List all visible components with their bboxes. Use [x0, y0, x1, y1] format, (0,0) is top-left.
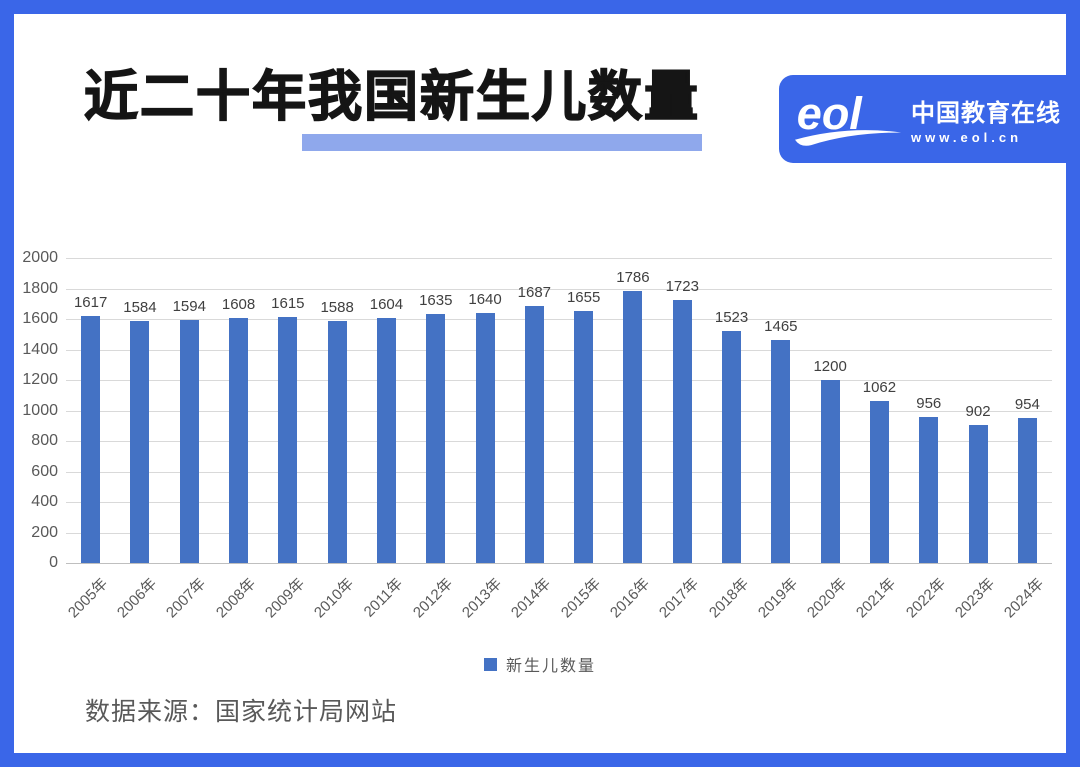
bar-2024年 — [1017, 417, 1037, 563]
legend-label: 新生儿数量 — [505, 658, 596, 675]
gridline-400 — [66, 502, 1052, 503]
bar-2009年 — [278, 316, 298, 563]
gridline-1200 — [66, 380, 1052, 381]
bar-2005年 — [81, 316, 101, 563]
bar-value-label-2023年: 902 — [965, 403, 991, 421]
bar-value-label-2015年: 1655 — [566, 288, 601, 306]
page-title: 近二十年我国新生儿数量 — [83, 66, 700, 128]
bar-value-label-2008年: 1608 — [221, 295, 256, 313]
svg-text:eol: eol — [797, 88, 864, 139]
gridline-1000 — [66, 410, 1052, 412]
y-tick-label-600: 600 — [31, 462, 58, 480]
bar-2011年 — [376, 318, 396, 563]
x-axis-line — [66, 563, 1052, 564]
y-tick-label-1600: 1600 — [22, 310, 58, 327]
bar-value-label-2006年: 1584 — [123, 299, 157, 317]
eol-logo-icon: eol — [795, 88, 902, 146]
bar-value-label-2012年: 1635 — [419, 291, 453, 309]
bar-value-label-2007年: 1594 — [172, 297, 206, 315]
bar-value-label-2017年: 1723 — [665, 278, 699, 296]
bar-2010年 — [327, 320, 347, 563]
chart-plot-area: 1617 2005年 1584 2006年 1594 2007年 1608 2008年 1615… — [65, 258, 1052, 621]
bar-2022年 — [919, 417, 939, 563]
gridline-2000 — [66, 258, 1052, 259]
gridline-600 — [66, 471, 1052, 473]
bar-2018年 — [722, 330, 742, 563]
gridline-800 — [66, 441, 1052, 442]
chart-legend: 新生儿数量 — [14, 652, 1066, 676]
bar-2007年 — [179, 319, 199, 563]
gridline-1800 — [66, 288, 1052, 290]
bar-value-label-2022年: 956 — [916, 395, 942, 413]
bar-2014年 — [524, 305, 544, 563]
logo-texts: 中国教育在线 www.eol.cn — [911, 93, 1061, 145]
title-highlight-bar — [302, 134, 702, 151]
bar-2008年 — [229, 317, 249, 563]
bar-2012年 — [426, 313, 446, 563]
bar-2016年 — [623, 290, 643, 563]
bar-2019年 — [771, 339, 791, 563]
eol-logo-badge: eol 中国教育在线 www.eol.cn — [779, 75, 1066, 163]
legend-swatch-icon — [483, 657, 497, 671]
bar-2006年 — [130, 321, 150, 563]
gridline-1600 — [66, 319, 1052, 320]
y-tick-label-800: 800 — [31, 432, 58, 449]
bar-2015年 — [574, 310, 594, 563]
bar-value-label-2014年: 1687 — [517, 283, 552, 301]
y-tick-label-200: 200 — [31, 523, 58, 541]
y-tick-label-2000: 2000 — [22, 249, 58, 266]
newborn-bar-chart: 1617 2005年 1584 2006年 1594 2007年 1608 2008年 1615… — [14, 14, 1066, 753]
bar-value-label-2016年: 1786 — [616, 268, 650, 286]
y-tick-label-400: 400 — [31, 493, 58, 510]
bar-value-label-2013年: 1640 — [468, 290, 502, 308]
y-tick-label-1000: 1000 — [22, 401, 58, 419]
data-source-note: 数据来源：国家统计局网站 — [85, 698, 398, 726]
bar-value-label-2018年: 1523 — [714, 308, 749, 326]
bar-value-label-2005年: 1617 — [73, 294, 108, 312]
poster-content: 近二十年我国新生儿数量 eol 中国教育在线 www.eol.cn 1617 20… — [14, 14, 1066, 753]
y-tick-label-1200: 1200 — [22, 371, 58, 388]
bar-value-label-2009年: 1615 — [271, 294, 305, 312]
y-tick-label-0: 0 — [49, 554, 58, 571]
logo-url-text: www.eol.cn — [911, 130, 1023, 145]
bar-value-label-2021年: 1062 — [862, 379, 897, 397]
bar-value-label-2019年: 1465 — [764, 317, 798, 335]
bar-2023年 — [968, 425, 988, 563]
bar-2013年 — [475, 312, 495, 563]
bar-2020年 — [820, 380, 840, 563]
bar-value-label-2011年: 1604 — [369, 296, 404, 314]
bar-value-label-2024年: 954 — [1014, 395, 1040, 413]
y-tick-label-1800: 1800 — [22, 279, 58, 297]
bar-value-label-2020年: 1200 — [813, 358, 847, 375]
gridline-200 — [66, 532, 1052, 534]
bar-2021年 — [869, 401, 889, 563]
gridline-1400 — [66, 349, 1052, 351]
bar-2017年 — [672, 300, 692, 563]
bar-value-label-2010年: 1588 — [320, 298, 354, 316]
y-tick-label-1400: 1400 — [22, 340, 58, 358]
logo-brand-text: 中国教育在线 — [911, 100, 1061, 127]
